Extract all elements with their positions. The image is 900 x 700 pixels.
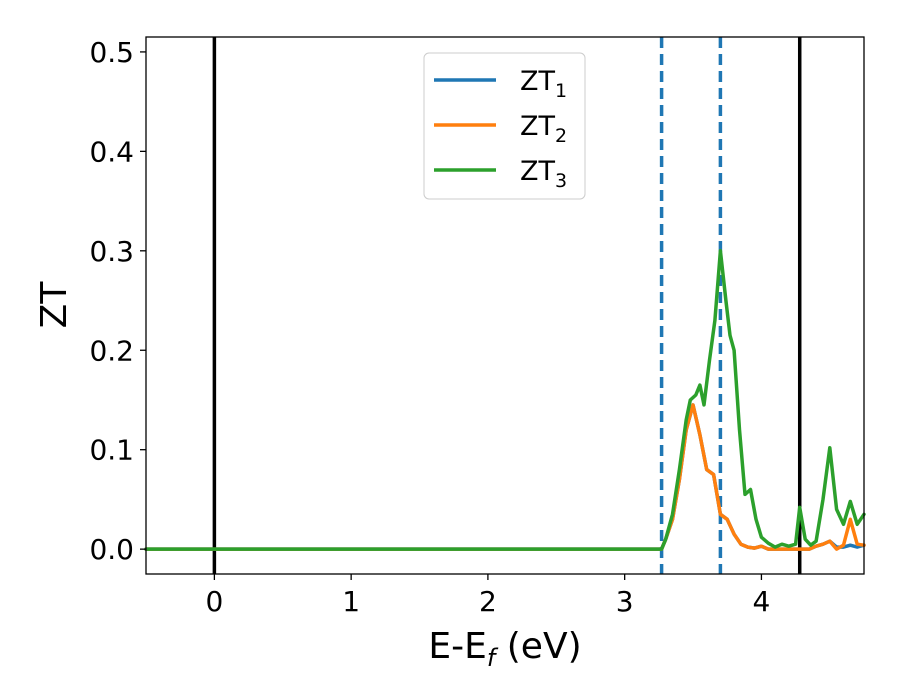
y-axis-label: ZT: [34, 281, 75, 329]
x-tick-label: 0: [205, 585, 223, 618]
legend: ZT1 ZT2 ZT3: [423, 52, 586, 200]
series-line-zt2: [144, 403, 866, 551]
x-tick-label: 4: [753, 585, 771, 618]
legend-label-zt3: ZT3: [520, 156, 567, 192]
reference-lines: [212, 37, 802, 574]
x-tick-label: 3: [616, 585, 634, 618]
y-tick-label: 0.5: [89, 36, 134, 69]
x-tick-label: 2: [479, 585, 497, 618]
legend-box: [423, 52, 586, 200]
x-axis: 0 1 2 3 4: [205, 574, 770, 618]
legend-label-zt1: ZT1: [520, 66, 567, 102]
series-line-zt1: [144, 403, 866, 551]
y-tick-label: 0.1: [89, 434, 134, 467]
x-axis-label-unit: (eV): [495, 626, 581, 667]
y-tick-label: 0.4: [89, 135, 134, 168]
plot-frame: [145, 36, 865, 575]
series-group: [144, 249, 866, 551]
x-tick-label: 1: [342, 585, 360, 618]
y-tick-label: 0.3: [89, 235, 134, 268]
x-axis-label: E-Ef (eV): [428, 626, 581, 672]
x-axis-label-main: E-E: [428, 626, 486, 667]
series-line-zt3: [144, 249, 866, 551]
y-tick-label: 0.0: [89, 533, 134, 566]
y-axis: 0.0 0.1 0.2 0.3 0.4 0.5: [89, 36, 146, 566]
legend-label-zt2: ZT2: [520, 111, 567, 147]
y-tick-label: 0.2: [89, 334, 134, 367]
